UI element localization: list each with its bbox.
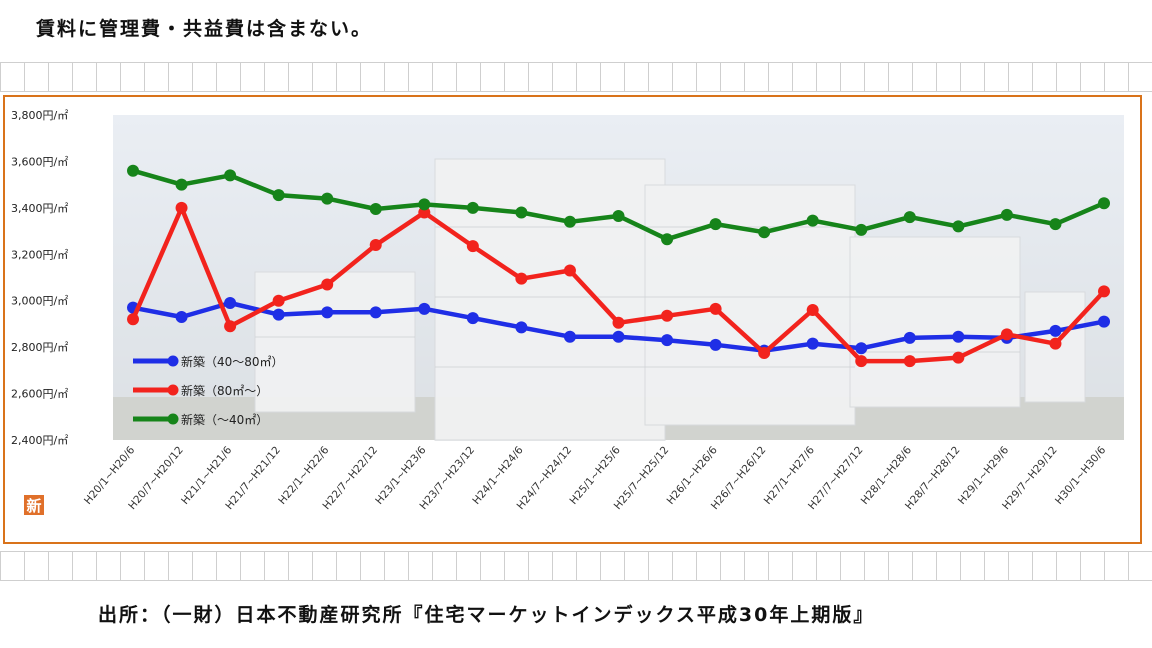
legend-label: 新築（80㎡～） xyxy=(181,383,268,398)
data-point xyxy=(952,220,965,233)
x-axis: H20/1~H20/6H20/7~H20/12H21/1~H21/6H21/7~… xyxy=(82,444,1109,512)
data-point xyxy=(321,278,334,291)
data-point xyxy=(369,239,382,251)
x-tick-label: H28/1~H28/6 xyxy=(859,444,915,507)
data-point xyxy=(127,313,139,326)
legend-swatch-marker xyxy=(167,413,179,425)
data-point xyxy=(661,334,674,347)
data-point xyxy=(563,264,576,277)
data-point xyxy=(1098,285,1110,298)
grid-strip-bottom xyxy=(0,551,1152,581)
y-tick-label: 3,800円/㎡ xyxy=(11,109,68,122)
y-tick-label: 3,000円/㎡ xyxy=(11,295,68,308)
badge-label: 新 xyxy=(26,497,41,515)
legend-label: 新築（～40㎡） xyxy=(181,412,268,427)
x-tick-label: H22/1~H22/6 xyxy=(276,444,332,507)
x-tick-label: H23/1~H23/6 xyxy=(373,444,429,507)
source-citation: 出所：（一財）日本不動産研究所『住宅マーケットインデックス平成30年上期版』 xyxy=(98,604,875,626)
legend-swatch-marker xyxy=(167,384,179,396)
data-point xyxy=(1049,218,1062,231)
x-tick-label: H21/1~H21/6 xyxy=(179,444,235,507)
legend: 新築（40～80㎡） 新築（80㎡～） 新築（～40㎡） xyxy=(133,354,284,427)
data-point xyxy=(661,233,674,246)
data-point xyxy=(272,189,285,202)
data-point xyxy=(903,211,916,224)
data-point xyxy=(758,226,771,239)
data-point xyxy=(952,330,965,343)
y-tick-label: 3,400円/㎡ xyxy=(11,202,68,215)
data-point xyxy=(563,330,576,343)
data-point xyxy=(466,201,479,214)
data-point xyxy=(418,302,431,315)
x-tick-label: H20/1~H20/6 xyxy=(82,444,138,507)
data-point xyxy=(855,355,868,368)
line-chart: 2,400円/㎡ 2,600円/㎡ 2,800円/㎡ 3,000円/㎡ 3,200円/㎡… xyxy=(11,109,1124,515)
data-point xyxy=(369,306,382,319)
data-point xyxy=(515,206,528,219)
plot-background xyxy=(113,115,1124,441)
data-point xyxy=(612,209,625,222)
y-axis: 2,400円/㎡ 2,600円/㎡ 2,800円/㎡ 3,000円/㎡ 3,200円/㎡… xyxy=(11,109,68,447)
data-point xyxy=(952,351,965,364)
data-point xyxy=(369,203,382,216)
x-tick-label: H24/1~H24/6 xyxy=(470,444,526,507)
data-point xyxy=(175,201,188,214)
data-point xyxy=(224,320,237,333)
data-point xyxy=(709,302,722,315)
y-tick-label: 3,200円/㎡ xyxy=(11,248,68,261)
data-point xyxy=(272,294,285,307)
data-point xyxy=(466,312,479,325)
x-tick-label: H26/1~H26/6 xyxy=(665,444,721,507)
data-point xyxy=(709,338,722,351)
x-tick-label: H25/1~H25/6 xyxy=(567,444,623,507)
data-point xyxy=(515,321,528,334)
legend-label: 新築（40～80㎡） xyxy=(181,354,284,369)
data-point xyxy=(272,308,285,321)
data-point xyxy=(321,306,334,319)
data-point xyxy=(661,309,674,322)
data-point xyxy=(903,331,916,344)
rent-note: 賃料に管理費・共益費は含まない。 xyxy=(36,18,373,40)
data-point xyxy=(127,164,139,177)
data-point xyxy=(224,169,237,182)
data-point xyxy=(224,297,237,310)
badge: 新 xyxy=(24,495,44,515)
data-point xyxy=(612,330,625,343)
y-tick-label: 3,600円/㎡ xyxy=(11,155,68,168)
data-point xyxy=(855,223,868,236)
series-layer xyxy=(127,164,1110,368)
data-point xyxy=(1098,197,1110,210)
y-tick-label: 2,600円/㎡ xyxy=(11,388,68,401)
data-point xyxy=(466,240,479,253)
data-point xyxy=(806,214,819,227)
data-point xyxy=(175,178,188,191)
data-point xyxy=(418,198,431,211)
data-point xyxy=(1049,324,1062,337)
data-point xyxy=(758,346,771,359)
data-point xyxy=(806,337,819,350)
chart-frame: 2,400円/㎡ 2,600円/㎡ 2,800円/㎡ 3,000円/㎡ 3,200円/㎡… xyxy=(3,95,1142,544)
data-point xyxy=(563,215,576,228)
data-point xyxy=(1049,337,1062,350)
grid-strip-top xyxy=(0,62,1152,92)
data-point xyxy=(903,355,916,368)
x-tick-label: H27/1~H27/6 xyxy=(762,444,818,507)
data-point xyxy=(1000,208,1013,221)
x-tick-label: H29/1~H29/6 xyxy=(956,444,1012,507)
data-point xyxy=(175,310,188,323)
x-tick-label: H30/1~H30/6 xyxy=(1053,444,1109,507)
y-tick-label: 2,800円/㎡ xyxy=(11,341,68,354)
data-point xyxy=(855,342,868,355)
legend-swatch-marker xyxy=(167,355,179,367)
data-point xyxy=(806,304,819,316)
data-point xyxy=(515,272,528,285)
data-point xyxy=(321,192,334,205)
data-point xyxy=(709,218,722,231)
data-point xyxy=(1000,328,1013,341)
data-point xyxy=(612,316,625,329)
data-point xyxy=(1098,315,1110,328)
y-tick-label: 2,400円/㎡ xyxy=(11,434,68,447)
